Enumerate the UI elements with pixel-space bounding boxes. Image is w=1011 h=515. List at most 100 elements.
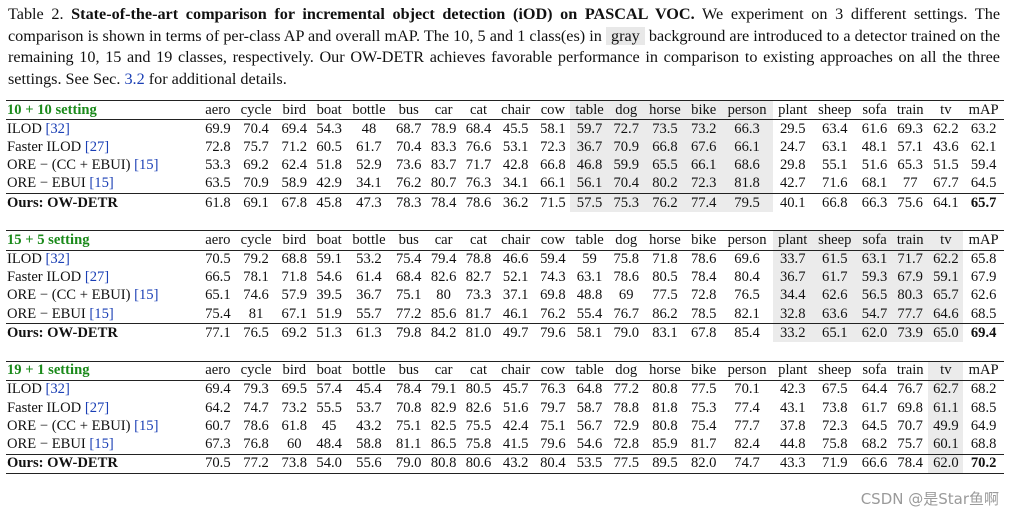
value-cell: 81.0 [461,323,496,343]
column-header: tv [928,99,964,121]
caption-link[interactable]: 3.2 [124,69,145,88]
value-cell: 42.8 [502,157,529,174]
value-cell: 75.4 [395,251,422,268]
value-cell: 68.5 [970,399,997,416]
value-cell: 58.9 [281,175,308,192]
value-cell: 71.5 [535,192,571,213]
value-cell: 36.7 [772,268,813,287]
value-cell: 80.4 [535,453,571,474]
citation: [27] [84,138,110,155]
value-cell: 76.5 [235,323,277,343]
column-header: tv [928,360,964,381]
value-cell: 67.5 [822,381,848,398]
value-cell: 77.7 [892,305,929,324]
value-cell: 70.2 [963,453,1004,474]
value-cell: 70.8 [395,399,422,416]
value-cell: 46.6 [502,251,529,268]
citation: [27] [84,399,110,416]
method-name: ORE − (CC + EBUI) [7,157,131,174]
value-cell: 56.1 [570,174,609,194]
value-cell: 54.6 [316,269,342,286]
value-cell: 43.3 [772,453,813,474]
value-cell: 53.7 [356,399,382,416]
value-cell: 80.8 [652,381,678,398]
column-header: bird [276,99,312,121]
value-cell: 66.3 [721,119,773,139]
value-cell: 75.6 [892,192,929,213]
value-cell: 63.4 [822,120,848,137]
column-header: sofa [857,99,892,121]
citation: [32] [45,120,70,137]
value-cell: 65.0 [928,323,964,343]
value-cell: 69.4 [963,323,1004,343]
value-cell: 63.1 [822,138,848,155]
value-cell: 75.1 [395,417,422,434]
value-cell: 42.3 [779,381,806,398]
header-row: 15 + 5 setting aero cycle bird boat bottle bus… [6,230,1004,251]
value-cell: 68.6 [721,156,773,175]
value-cell: 68.2 [970,381,997,398]
column-header: bus [391,99,427,121]
value-cell: 76.8 [243,435,269,452]
value-cell: 34.4 [772,286,813,306]
value-cell: 57.5 [570,192,609,213]
value-cell: 78.9 [430,120,457,137]
value-cell: 43.1 [779,399,806,416]
value-cell: 80 [436,287,451,304]
value-cell: 66.5 [205,269,231,286]
value-cell: 58.1 [570,323,609,343]
column-header: table [570,99,609,121]
value-cell: 55.5 [316,399,342,416]
data-row: ORE − EBUI [15] 67.3 76.8 60 48.4 58.8 81.1 86.… [6,435,1004,455]
value-cell: 70.4 [395,138,422,155]
value-cell: 76.6 [465,138,492,155]
value-cell: 62.2 [933,120,959,137]
value-cell: 80.5 [465,381,492,398]
value-cell: 73.8 [822,399,848,416]
value-cell: 52.1 [502,269,529,286]
value-cell: 82.6 [430,269,457,286]
value-cell: 71.2 [281,138,308,155]
value-cell: 67.9 [892,268,929,287]
value-cell: 24.7 [779,138,806,155]
value-cell: 59.3 [857,268,892,287]
value-cell: 69.2 [243,157,269,174]
method-cell: ORE − EBUI [15] [6,175,200,194]
value-cell: 43.2 [495,453,536,474]
value-cell: 82.9 [430,399,457,416]
value-cell: 68.7 [395,120,422,137]
value-cell: 62.6 [812,286,858,306]
value-cell: 62.1 [970,138,997,155]
value-cell: 78.6 [613,269,639,286]
value-cell: 62.0 [928,453,964,474]
citation: [32] [45,381,70,398]
column-header: bird [276,360,312,381]
value-cell: 49.9 [928,417,964,436]
method-name: ILOD [7,251,42,268]
value-cell: 70.7 [897,417,923,434]
caption-text: for additional details. [148,69,287,88]
column-header: train [892,230,929,251]
value-cell: 59.4 [970,157,997,174]
value-cell: 82.7 [465,269,492,286]
method-cell: Faster ILOD [27] [6,138,200,156]
column-header: bus [391,230,427,251]
value-cell: 72.3 [540,138,566,155]
value-cell: 62.7 [928,380,964,399]
column-header: cycle [235,360,277,381]
column-header: cycle [235,99,277,121]
value-cell: 73.8 [276,453,312,474]
column-header: sofa [857,360,892,381]
value-cell: 41.5 [502,435,529,452]
value-cell: 70.5 [205,251,231,268]
value-cell: 70.1 [734,381,760,398]
method-name: Ours: OW-DETR [7,324,118,341]
column-header: chair [495,230,536,251]
value-cell: 73.6 [395,157,422,174]
value-cell: 57.1 [897,138,923,155]
value-cell: 78.5 [690,305,717,322]
value-cell: 61.1 [928,399,964,418]
column-header: chair [495,360,536,381]
column-header: car [426,230,462,251]
